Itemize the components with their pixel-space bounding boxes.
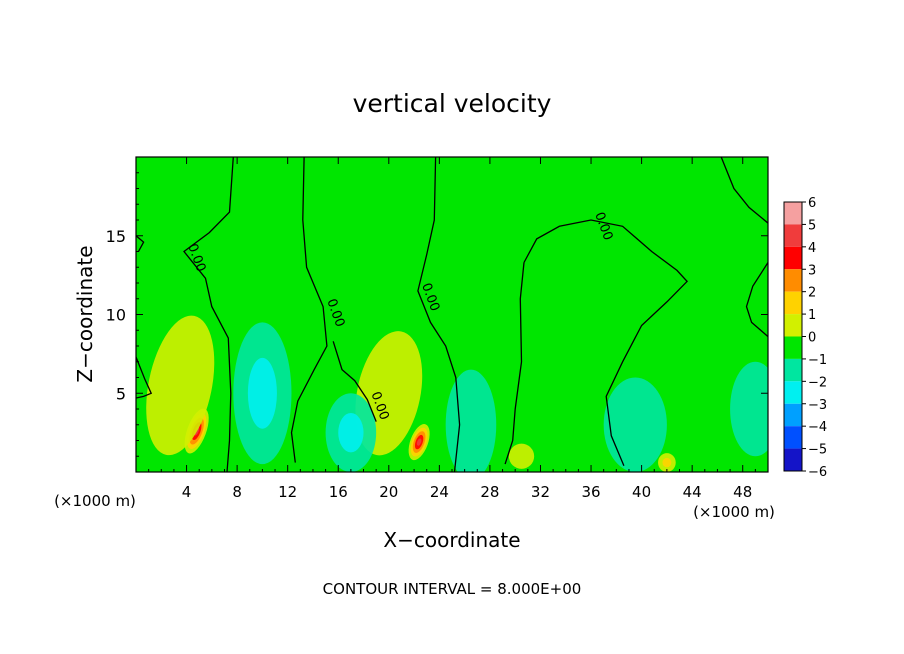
- contour-line: [136, 356, 153, 399]
- x-tick-label: 4: [182, 483, 192, 501]
- feature-downdraft-5: [730, 361, 768, 457]
- contour-line: [720, 157, 768, 224]
- contour-line: [290, 157, 328, 463]
- x-tick-label: 20: [379, 483, 398, 501]
- x-tick-label: 48: [733, 483, 752, 501]
- x-tick-label: 44: [683, 483, 702, 501]
- feature-level: [662, 457, 672, 468]
- feature-downdraft-2: [325, 393, 377, 472]
- chart-title: vertical velocity: [353, 89, 552, 118]
- colorbar-label: 1: [808, 308, 816, 323]
- feature-level: [603, 377, 667, 472]
- feature-level: [416, 438, 422, 446]
- colorbar-label: −1: [808, 353, 827, 368]
- y-tick-label: 5: [116, 384, 126, 403]
- x-tick-label: 12: [278, 483, 297, 501]
- x-tick-label: 28: [480, 483, 499, 501]
- feature-level: [338, 412, 364, 453]
- colorbar-segment: [784, 336, 802, 359]
- feature-updraft-2: [408, 424, 430, 461]
- contour-line: [183, 157, 234, 472]
- colorbar-segment: [784, 314, 802, 337]
- contour-line: [332, 341, 377, 422]
- feature-level: [508, 443, 535, 469]
- feature-downdraft-3: [445, 369, 497, 472]
- zero-contours: 0.000.000.000.000.00: [136, 157, 768, 472]
- colorbar-segment: [784, 224, 802, 247]
- contour-line: [523, 219, 688, 466]
- contour-line: [745, 262, 768, 338]
- colorbar-label: 3: [808, 263, 816, 278]
- y-tick-label: 15: [106, 227, 126, 246]
- colorbar-segment: [784, 202, 802, 225]
- colorbar-label: −4: [808, 420, 827, 435]
- feature-weak-up-2: [658, 453, 676, 472]
- colorbar-label: −5: [808, 443, 827, 458]
- contour-line: [504, 262, 525, 465]
- colorbar-segment: [784, 426, 802, 449]
- x-axis-ticks: 4 8 12 16 20 24 28 32 36 40 44 48: [148, 157, 756, 501]
- x-tick-label: 24: [430, 483, 449, 501]
- feature-downdraft-1: [233, 322, 292, 465]
- x-unit-right: (×1000 m): [693, 503, 775, 521]
- feature-level: [730, 361, 768, 457]
- contour-line: [136, 235, 145, 252]
- colorbar-label: 5: [808, 218, 816, 233]
- colorbar-label: −3: [808, 398, 827, 413]
- feature-downdraft-4: [603, 377, 667, 472]
- feature-glow-1: [146, 315, 215, 456]
- colorbar-segment: [784, 246, 802, 270]
- feature-level: [146, 315, 215, 456]
- colorbar-label: 2: [808, 286, 816, 301]
- x-axis-label: X−coordinate: [383, 528, 520, 552]
- colorbar-label: 4: [808, 241, 816, 256]
- contour-line: [417, 157, 461, 472]
- x-tick-label: 8: [232, 483, 242, 501]
- colorbar-label: −2: [808, 375, 827, 390]
- colorbar-segment: [784, 358, 802, 382]
- colorbar-segment: [784, 381, 802, 404]
- x-tick-label: 36: [581, 483, 600, 501]
- colorbar-label: 0: [808, 331, 816, 346]
- feature-level: [247, 357, 277, 429]
- colorbar-label: −6: [808, 465, 827, 480]
- x-unit-left: (×1000 m): [54, 492, 136, 510]
- y-axis-ticks: 5 10 15: [106, 172, 768, 457]
- colorbar-segment: [784, 269, 802, 292]
- x-tick-label: 16: [329, 483, 348, 501]
- feature-level: [445, 369, 497, 472]
- colorbar-segment: [784, 291, 802, 315]
- feature-weak-up-1: [508, 443, 535, 469]
- y-axis-label: Z−coordinate: [73, 245, 97, 382]
- colorbar-label: 6: [808, 196, 816, 211]
- contour-interval-note: CONTOUR INTERVAL = 8.000E+00: [323, 580, 582, 598]
- x-tick-label: 32: [531, 483, 550, 501]
- velocity-field: [136, 157, 768, 472]
- x-tick-label: 40: [632, 483, 651, 501]
- colorbar-segment: [784, 403, 802, 427]
- plot-area: 0.000.000.000.000.00 4 8 12 16 20 24 28 32 36 40 4…: [106, 156, 769, 501]
- colorbar: 6 5 4 3 2 1 0 −1 −2 −3 −4 −5 −6: [783, 196, 827, 480]
- colorbar-segment: [784, 448, 802, 471]
- y-tick-label: 10: [106, 306, 126, 325]
